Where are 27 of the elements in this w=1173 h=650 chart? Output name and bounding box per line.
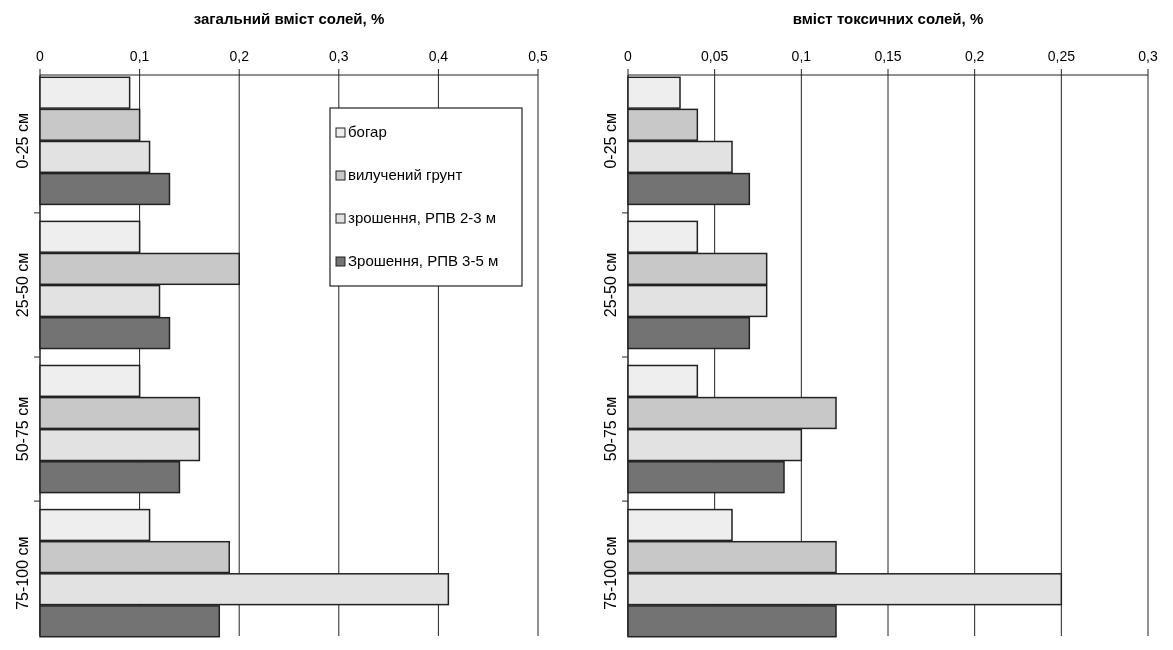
chart-title: вміст токсичних солей, % — [792, 10, 984, 27]
legend-label: Зрошення, РПВ 3-5 м — [348, 252, 499, 269]
x-tick-label: 0,25 — [1047, 48, 1076, 64]
x-tick-label: 0,1 — [129, 48, 150, 64]
x-tick-label: 0,05 — [701, 48, 729, 64]
x-tick-label: 0,1 — [791, 48, 812, 64]
legend-label: зрошення, РПВ 2-3 м — [348, 209, 497, 226]
y-tick-label: 75-100 см — [602, 536, 619, 610]
x-tick-label: 0,2 — [229, 48, 250, 64]
x-tick-label: 0,5 — [528, 48, 548, 64]
legend-label: богар — [348, 123, 387, 140]
x-tick-label: 0,2 — [964, 48, 985, 64]
y-tick-label: 0-25 см — [14, 113, 31, 169]
y-tick-label: 50-75 см — [14, 396, 31, 462]
x-tick-label: 0,4 — [428, 48, 449, 64]
x-tick-label: 0,3 — [1138, 48, 1158, 64]
y-tick-label: 25-50 см — [602, 252, 619, 318]
x-tick-label: 0 — [36, 48, 45, 64]
x-tick-label: 0,3 — [329, 48, 349, 64]
x-tick-label: 0,15 — [874, 48, 902, 64]
y-tick-label: 25-50 см — [14, 252, 31, 318]
y-tick-label: 75-100 см — [14, 536, 31, 610]
chart-title: загальний вміст солей, % — [193, 10, 385, 27]
x-tick-label: 0 — [624, 48, 633, 64]
y-tick-label: 0-25 см — [602, 113, 619, 169]
legend-label: вилучений грунт — [348, 166, 463, 183]
y-tick-label: 50-75 см — [602, 396, 619, 462]
